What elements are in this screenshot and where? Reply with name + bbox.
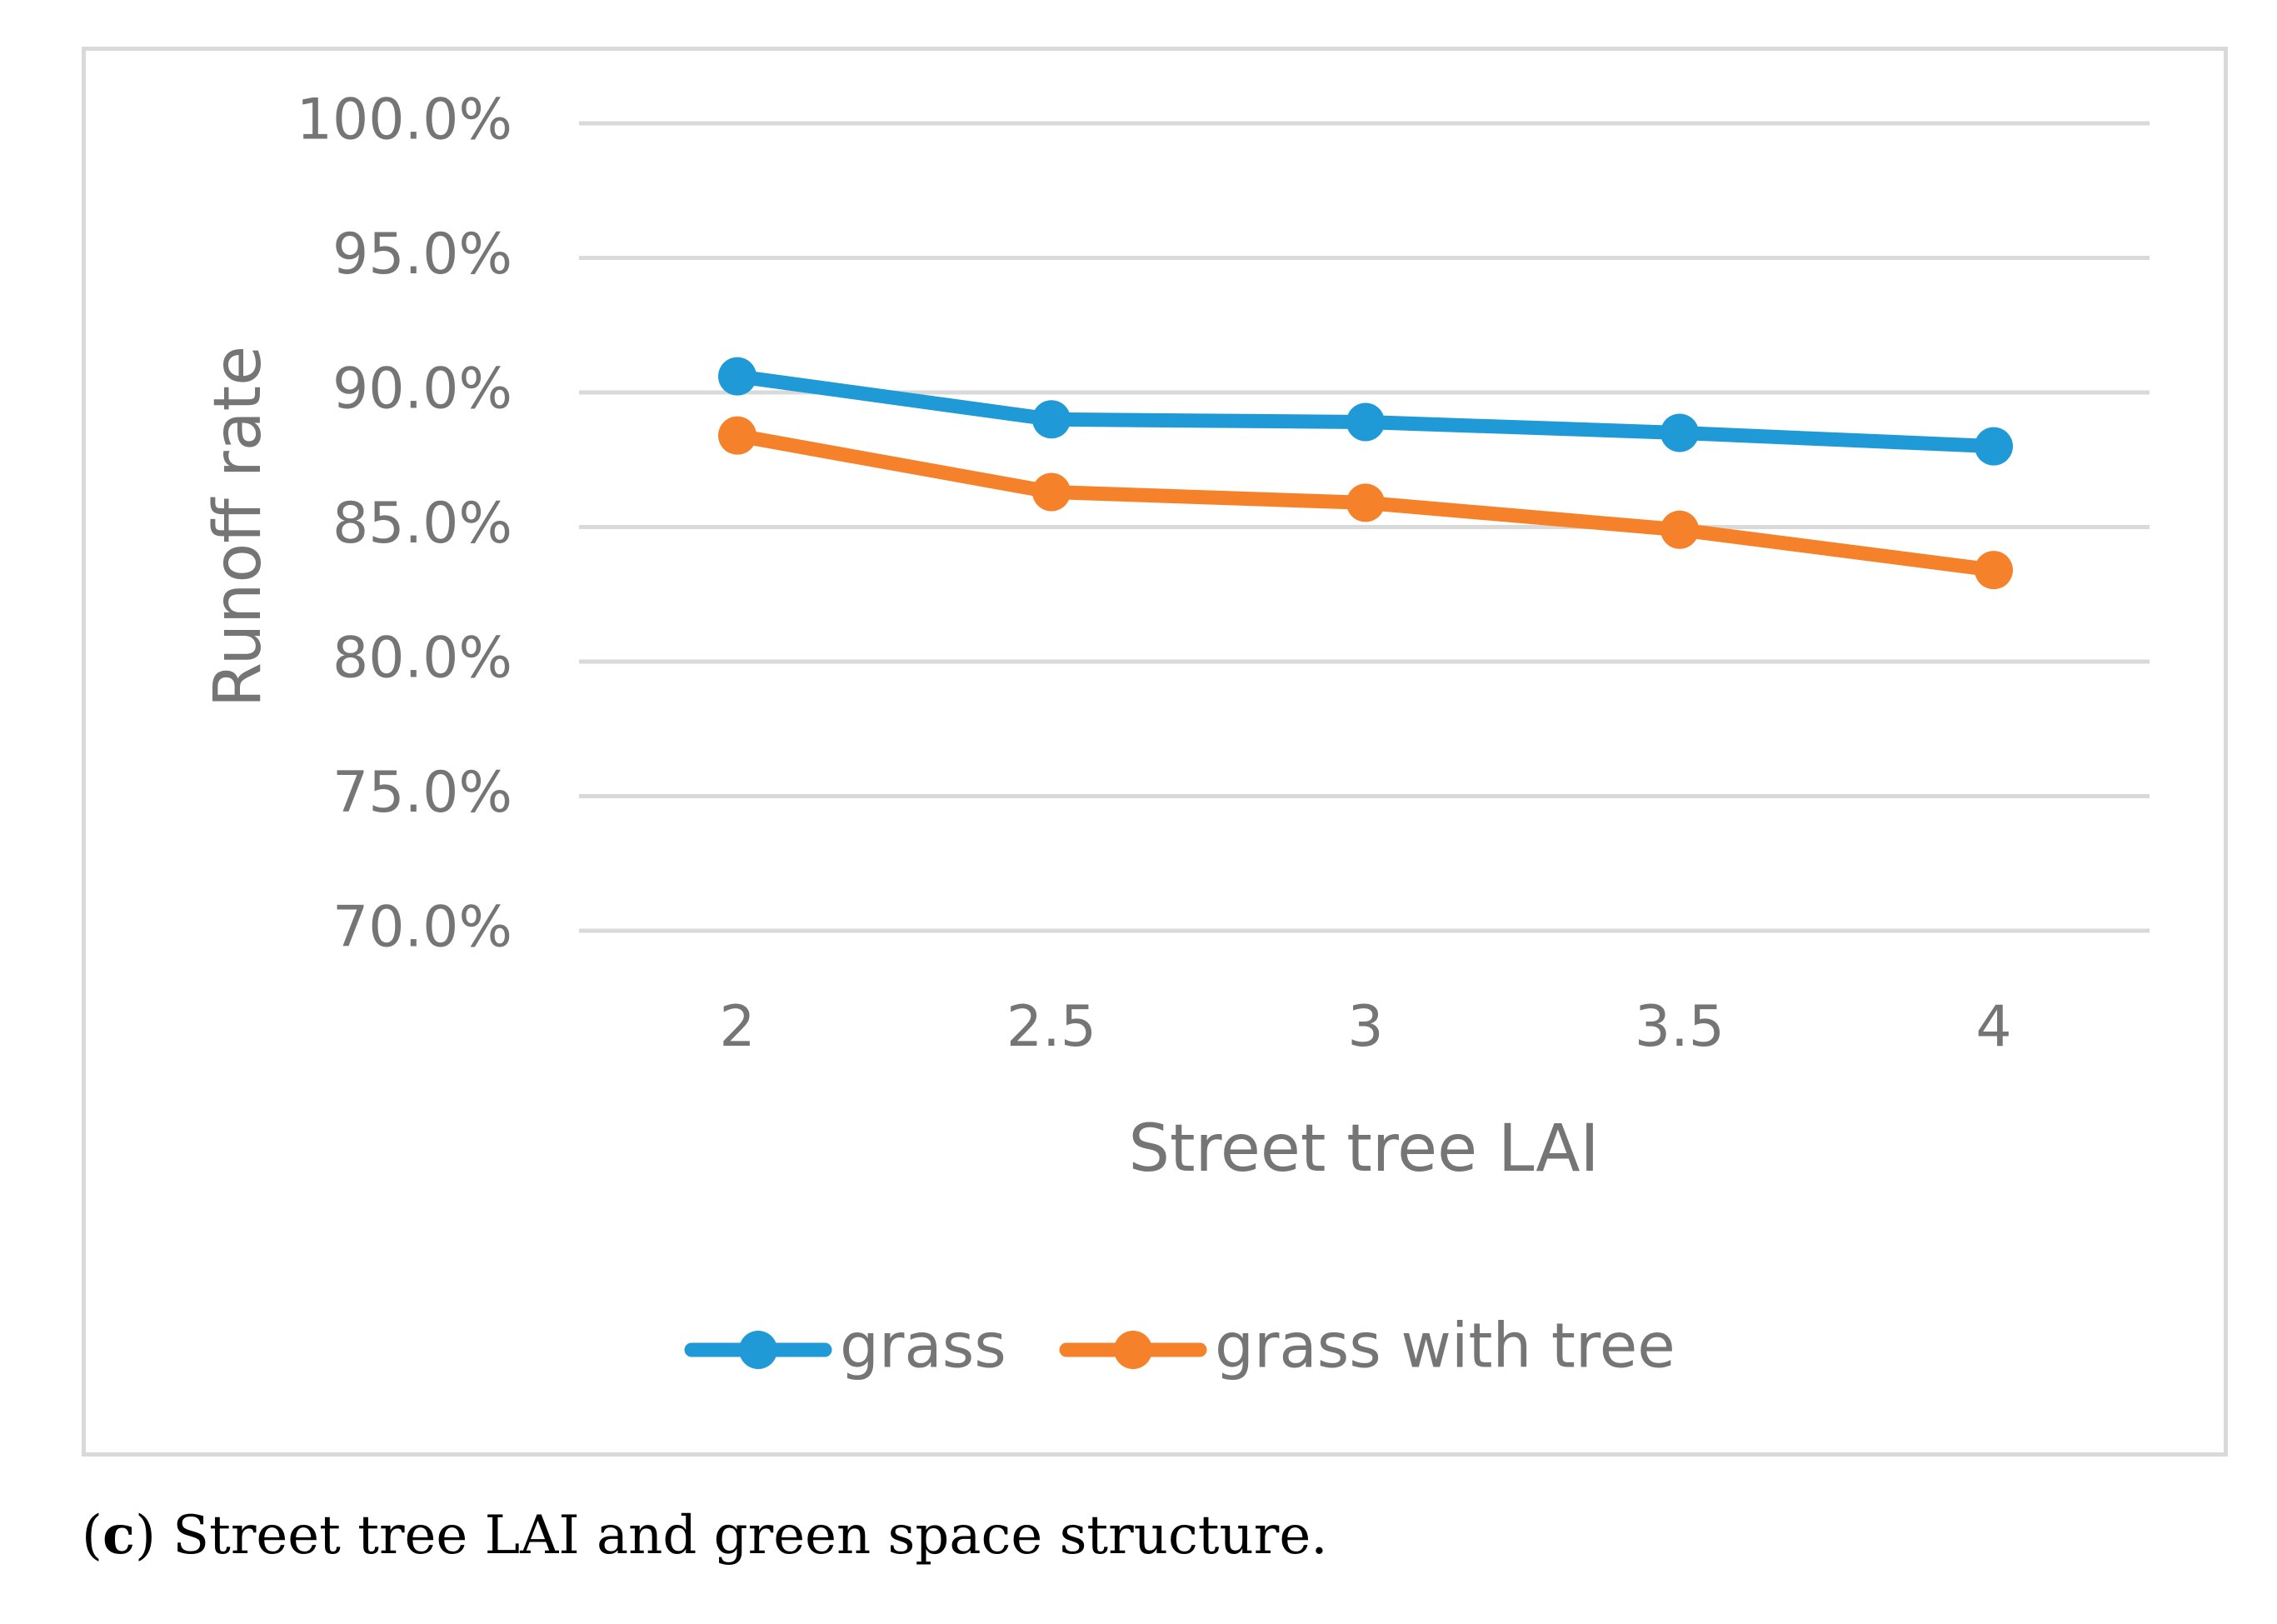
data-point bbox=[718, 416, 757, 455]
caption-letter: c bbox=[102, 1504, 135, 1567]
gridlines bbox=[579, 121, 2150, 933]
legend-marker-icon bbox=[1114, 1331, 1152, 1369]
x-axis-ticks: 2 2.5 3 3.5 4 bbox=[719, 994, 2011, 1060]
y-tick-label: 70.0% bbox=[332, 895, 512, 961]
y-tick-label: 95.0% bbox=[332, 222, 512, 287]
y-axis-ticks: 70.0% 75.0% 80.0% 85.0% 90.0% 95.0% 100.0% bbox=[297, 87, 512, 961]
y-tick-label: 90.0% bbox=[332, 357, 512, 422]
x-tick-label: 2.5 bbox=[1006, 994, 1096, 1060]
y-tick-label: 80.0% bbox=[332, 626, 512, 692]
data-point bbox=[1660, 413, 1699, 452]
x-tick-label: 3.5 bbox=[1635, 994, 1725, 1060]
caption-text: Street tree LAI and green space structur… bbox=[172, 1505, 1328, 1567]
figure-caption: (c) Street tree LAI and green space stru… bbox=[82, 1504, 1328, 1567]
y-axis-title: Runoff rate bbox=[201, 346, 276, 707]
data-point bbox=[1346, 483, 1385, 522]
data-point bbox=[718, 357, 757, 396]
x-tick-label: 4 bbox=[1975, 994, 2011, 1060]
legend-label: grass with tree bbox=[1215, 1311, 1675, 1382]
x-tick-label: 3 bbox=[1347, 994, 1383, 1060]
data-point bbox=[1975, 427, 2013, 466]
legend-label: grass bbox=[840, 1311, 1006, 1382]
y-tick-label: 85.0% bbox=[332, 491, 512, 557]
data-point bbox=[1032, 400, 1071, 439]
x-tick-label: 2 bbox=[719, 994, 755, 1060]
data-point bbox=[1032, 472, 1071, 512]
data-point bbox=[1346, 402, 1385, 442]
legend: grass grass with tree bbox=[684, 1311, 1675, 1382]
data-point bbox=[1975, 551, 2013, 590]
data-point bbox=[1660, 510, 1699, 549]
legend-marker-icon bbox=[739, 1331, 777, 1369]
series-group bbox=[718, 357, 2013, 590]
y-tick-label: 100.0% bbox=[297, 87, 512, 153]
chart-frame bbox=[82, 47, 2228, 1457]
x-axis-title: Street tree LAI bbox=[1128, 1112, 1599, 1187]
y-tick-label: 75.0% bbox=[332, 760, 512, 826]
